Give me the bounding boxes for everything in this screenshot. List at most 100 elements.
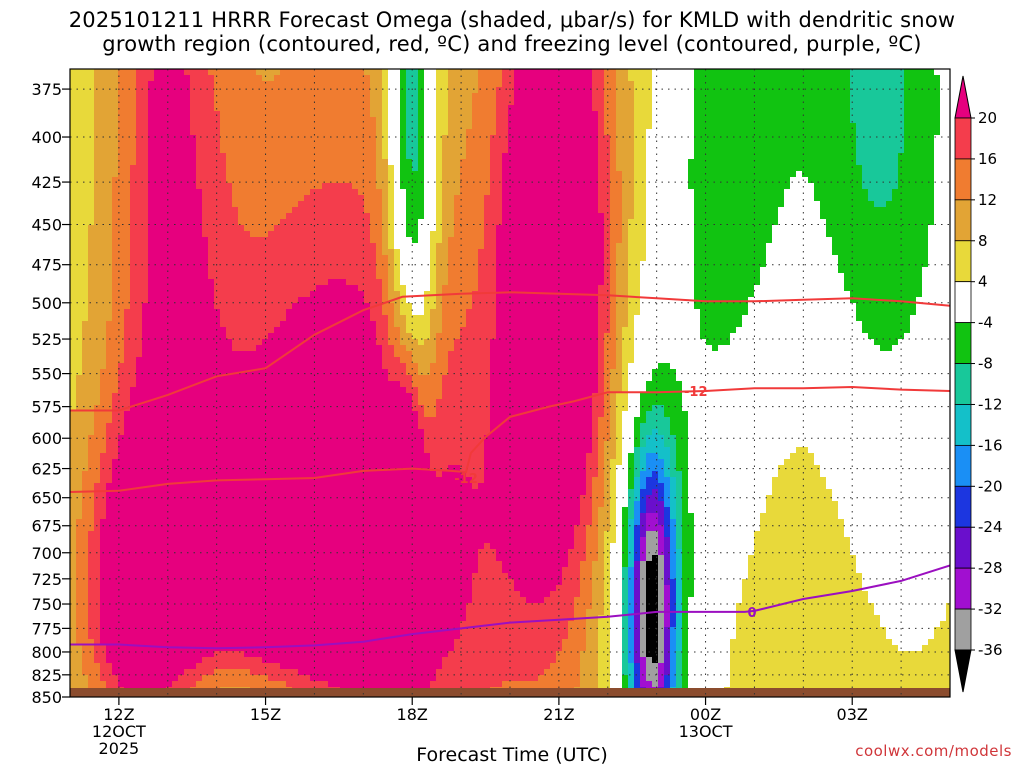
omega-cell <box>250 561 257 568</box>
omega-cell <box>94 141 101 148</box>
omega-cell <box>70 279 77 286</box>
omega-cell <box>106 243 113 250</box>
omega-cell <box>334 207 341 214</box>
omega-cell <box>202 435 209 442</box>
omega-cell <box>172 297 179 304</box>
omega-cell <box>184 303 191 310</box>
omega-cell <box>340 585 347 592</box>
omega-cell <box>196 543 203 550</box>
omega-cell <box>196 681 203 688</box>
omega-cell <box>88 171 95 178</box>
omega-cell <box>226 267 233 274</box>
omega-cell <box>346 255 353 262</box>
omega-cell <box>334 459 341 466</box>
omega-cell <box>262 279 269 286</box>
omega-cell <box>322 189 329 196</box>
omega-cell <box>232 147 239 154</box>
omega-cell <box>316 273 323 280</box>
omega-cell <box>256 483 263 490</box>
omega-cell <box>208 411 215 418</box>
omega-cell <box>130 549 137 556</box>
omega-cell <box>322 195 329 202</box>
omega-cell <box>268 645 275 652</box>
omega-cell <box>238 159 245 166</box>
omega-cell <box>346 351 353 358</box>
omega-cell <box>292 327 299 334</box>
omega-cell <box>268 567 275 574</box>
omega-cell <box>310 75 317 82</box>
omega-cell <box>244 597 251 604</box>
omega-cell <box>250 501 257 508</box>
omega-cell <box>328 513 335 520</box>
omega-cell <box>304 585 311 592</box>
omega-cell <box>154 615 161 622</box>
omega-cell <box>244 501 251 508</box>
omega-cell <box>244 567 251 574</box>
omega-cell <box>238 153 245 160</box>
omega-cell <box>76 303 83 310</box>
omega-cell <box>184 237 191 244</box>
omega-cell <box>274 603 281 610</box>
omega-cell <box>280 327 287 334</box>
omega-cell <box>70 249 77 256</box>
omega-cell <box>220 555 227 562</box>
omega-cell <box>352 375 359 382</box>
omega-cell <box>166 225 173 232</box>
omega-cell <box>184 363 191 370</box>
omega-cell <box>70 333 77 340</box>
omega-cell <box>190 159 197 166</box>
omega-cell <box>292 411 299 418</box>
omega-cell <box>142 201 149 208</box>
omega-cell <box>160 459 167 466</box>
omega-cell <box>160 435 167 442</box>
omega-cell <box>160 375 167 382</box>
omega-cell <box>226 423 233 430</box>
omega-cell <box>160 81 167 88</box>
omega-cell <box>142 441 149 448</box>
omega-cell <box>142 255 149 262</box>
omega-cell <box>340 99 347 106</box>
omega-cell <box>280 471 287 478</box>
omega-cell <box>322 297 329 304</box>
omega-cell <box>304 603 311 610</box>
omega-cell <box>310 549 317 556</box>
omega-cell <box>262 615 269 622</box>
omega-cell <box>136 453 143 460</box>
omega-cell <box>310 531 317 538</box>
omega-cell <box>124 363 131 370</box>
omega-cell <box>304 597 311 604</box>
omega-cell <box>292 663 299 670</box>
omega-cell <box>322 165 329 172</box>
omega-cell <box>352 315 359 322</box>
omega-cell <box>274 321 281 328</box>
omega-cell <box>154 465 161 472</box>
omega-cell <box>352 327 359 334</box>
omega-cell <box>118 603 125 610</box>
omega-cell <box>244 243 251 250</box>
omega-cell <box>148 657 155 664</box>
omega-cell <box>130 639 137 646</box>
omega-cell <box>334 675 341 682</box>
omega-cell <box>142 591 149 598</box>
omega-cell <box>304 255 311 262</box>
omega-cell <box>214 531 221 538</box>
omega-cell <box>166 585 173 592</box>
omega-cell <box>124 465 131 472</box>
omega-cell <box>328 495 335 502</box>
omega-cell <box>190 663 197 670</box>
omega-cell <box>88 243 95 250</box>
omega-cell <box>172 357 179 364</box>
omega-cell <box>256 399 263 406</box>
omega-cell <box>352 231 359 238</box>
omega-cell <box>148 639 155 646</box>
omega-cell <box>244 285 251 292</box>
omega-cell <box>220 567 227 574</box>
omega-cell <box>70 87 77 94</box>
omega-cell <box>232 81 239 88</box>
omega-cell <box>136 669 143 676</box>
omega-cell <box>76 87 83 94</box>
omega-cell <box>82 615 89 622</box>
omega-cell <box>340 495 347 502</box>
omega-cell <box>298 351 305 358</box>
omega-cell <box>220 513 227 520</box>
